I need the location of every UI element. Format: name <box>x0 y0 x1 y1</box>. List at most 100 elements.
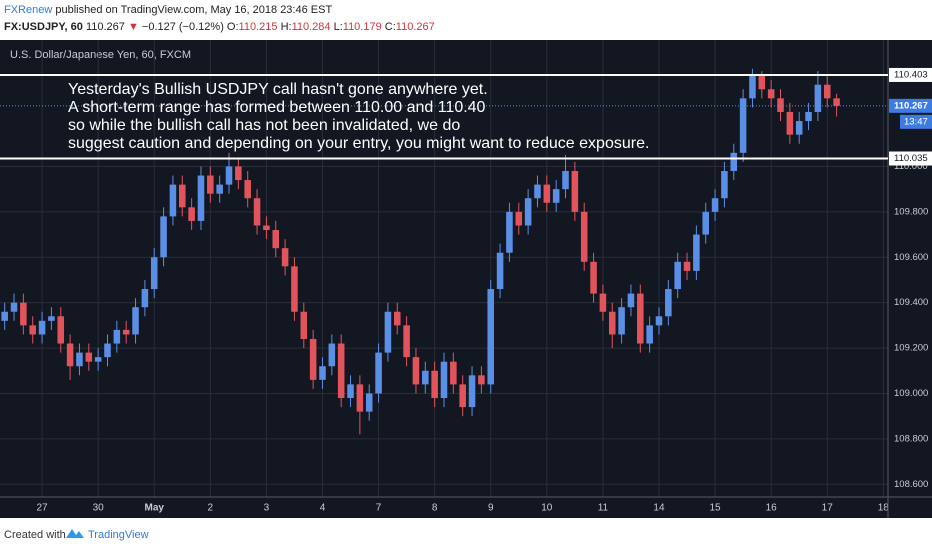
ohlc-value: 110.267 <box>396 21 435 33</box>
candle-body <box>562 170 569 190</box>
candle-body <box>263 225 270 231</box>
ohlc-key: L: <box>334 21 343 33</box>
candle-body <box>496 252 504 290</box>
candle-body <box>608 311 616 335</box>
candle-body <box>319 366 326 380</box>
candle-body <box>337 343 345 399</box>
price: 110.267 <box>86 21 125 33</box>
candle-body <box>20 302 27 326</box>
ohlc-value: 110.215 <box>239 21 278 33</box>
y-tick-label: 109.600 <box>894 252 928 263</box>
candle-body <box>328 343 336 367</box>
candle-body <box>132 307 139 335</box>
symbol-line: FX:USDJPY, 60 110.267 ▼ −0.127 (−0.12%) … <box>4 21 435 33</box>
candle-body <box>403 325 410 358</box>
header-line: FXRenew published on TradingView.com, Ma… <box>4 4 332 16</box>
candle-body <box>291 266 298 312</box>
candle-body <box>113 329 121 344</box>
footer-brand[interactable]: TradingView <box>88 529 149 541</box>
logo <box>66 529 84 538</box>
candle-body <box>122 329 130 335</box>
last-price-box <box>889 98 932 113</box>
candle-body <box>253 198 261 226</box>
change: −0.127 (−0.12%) <box>142 21 224 33</box>
candle-body <box>777 98 784 112</box>
candle-body <box>235 166 242 181</box>
candle-body <box>478 375 485 385</box>
candle-body <box>524 198 532 226</box>
candle-body <box>805 111 812 122</box>
candle-body <box>618 307 625 335</box>
candle-body <box>814 84 822 112</box>
candle-body <box>207 175 214 194</box>
candle-body <box>599 293 607 312</box>
y-tick-label: 109.000 <box>894 388 928 399</box>
ohlc-key: O: <box>227 21 239 33</box>
candle-body <box>440 361 448 399</box>
x-tick-label: 2 <box>208 503 214 514</box>
ohlc-key: H: <box>281 21 292 33</box>
candle-body <box>590 261 597 294</box>
ohlc-value: 110.179 <box>343 21 382 33</box>
y-tick-label: 109.800 <box>894 206 928 217</box>
candle-body <box>506 211 513 253</box>
candle-body <box>57 316 65 344</box>
candle-body <box>104 343 111 358</box>
candle-body <box>85 352 93 362</box>
x-tick-label: 18 <box>878 503 890 514</box>
candle-body <box>655 316 663 326</box>
x-tick-label: 16 <box>766 503 778 514</box>
annotation: A short-term range has formed between 11… <box>68 99 486 116</box>
candle-body <box>450 361 457 385</box>
published: published on TradingView.com, May 16, 20… <box>55 4 332 16</box>
candle-body <box>393 311 401 326</box>
candle-body <box>347 384 354 399</box>
x-tick-label: 17 <box>822 503 834 514</box>
level-label-box <box>889 67 932 82</box>
candle-body <box>730 152 738 171</box>
y-tick-label: 108.800 <box>894 433 928 444</box>
candle-body <box>543 184 551 203</box>
candle-body <box>422 370 429 385</box>
y-tick-label: 110.000 <box>894 161 928 172</box>
candle-body <box>431 370 438 399</box>
x-tick-label: 7 <box>376 503 382 514</box>
annotation: Yesterday's Bullish USDJPY call hasn't g… <box>68 81 488 98</box>
candle-body <box>515 211 523 226</box>
candle-body <box>216 184 223 194</box>
candle-body <box>637 293 644 344</box>
candle-body <box>552 189 560 203</box>
candle-body <box>767 89 775 99</box>
chart-title: U.S. Dollar/Japanese Yen, 60, FXCM <box>10 49 191 61</box>
candle-body <box>300 311 308 339</box>
y-tick-label: 109.400 <box>894 297 928 308</box>
candle-body <box>309 338 317 380</box>
x-tick-label: 15 <box>710 503 722 514</box>
candle-body <box>646 325 653 344</box>
candle-body <box>674 261 681 290</box>
x-tick-label: 4 <box>320 503 326 514</box>
candle-body <box>375 352 382 394</box>
candle-body <box>179 184 186 208</box>
candle-body <box>627 293 635 308</box>
candle-body <box>665 289 672 317</box>
candle-body <box>683 261 691 271</box>
candle-body <box>786 111 794 135</box>
candle-body <box>534 184 541 199</box>
candle-body <box>150 257 158 290</box>
last-price-label: 110.267 <box>894 100 928 111</box>
candle-body <box>244 180 251 199</box>
candle-body <box>580 211 588 262</box>
x-tick-label: 3 <box>264 503 270 514</box>
author[interactable]: FXRenew <box>4 4 52 16</box>
candle-body <box>29 325 36 335</box>
x-tick-label: 8 <box>432 503 438 514</box>
ohlc-value: 110.284 <box>292 21 331 33</box>
x-tick-label: 30 <box>93 503 105 514</box>
candle-body <box>749 75 756 99</box>
candle-body <box>833 98 840 106</box>
countdown-label: 13:47 <box>904 116 928 127</box>
candle-body <box>281 248 289 267</box>
candle-body <box>10 302 18 312</box>
candle-body <box>365 393 373 412</box>
